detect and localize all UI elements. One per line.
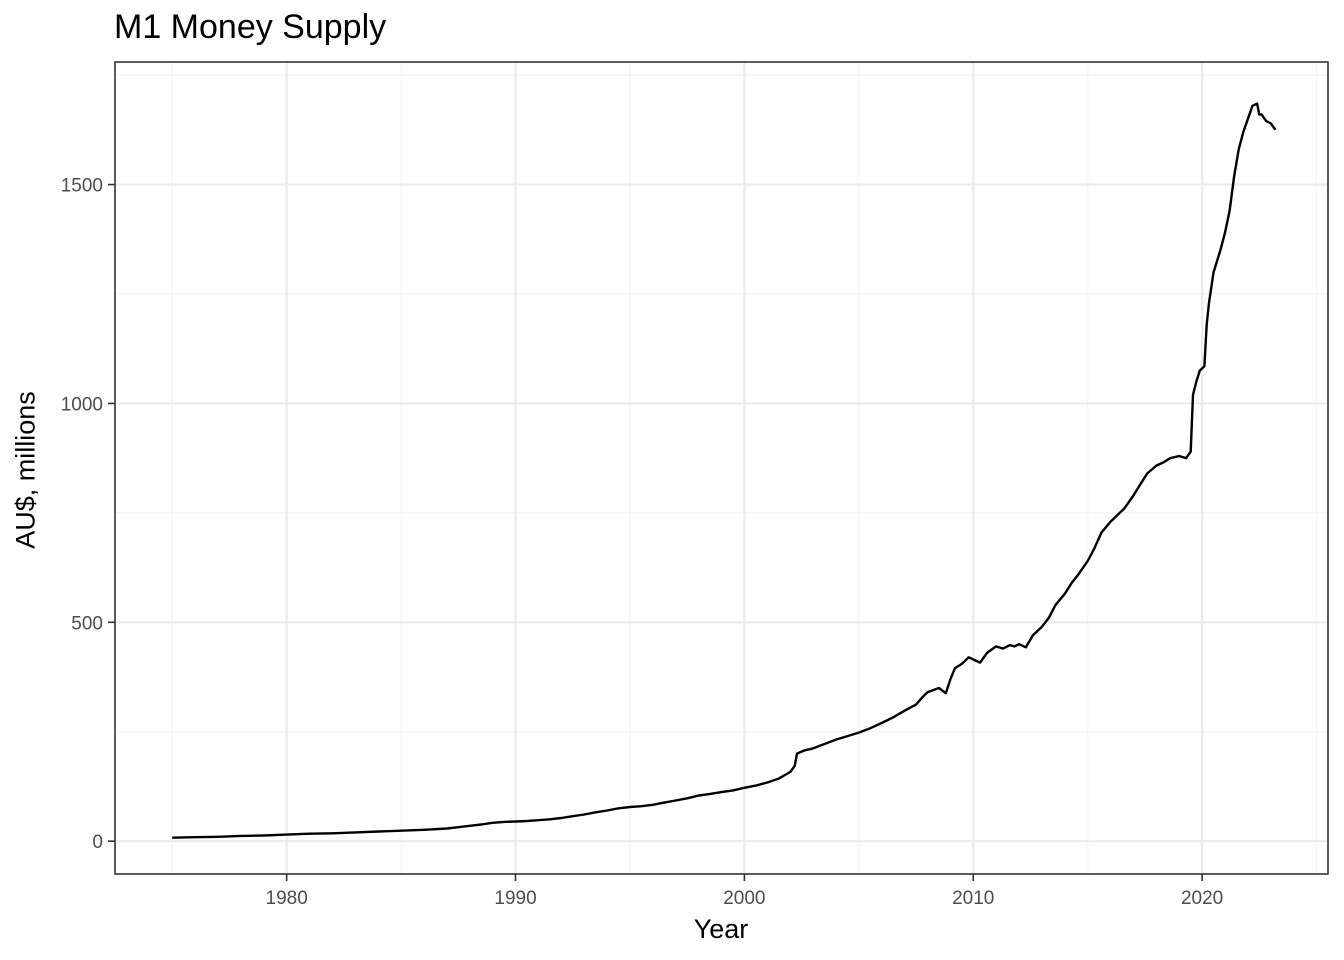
x-tick-label: 2020 xyxy=(1181,888,1223,909)
x-tick-label: 2010 xyxy=(952,888,994,909)
grid-lines xyxy=(115,62,1328,874)
panel-border xyxy=(114,61,1329,875)
y-tick-label: 1500 xyxy=(61,176,103,197)
series-layer xyxy=(172,102,1277,839)
y-tick-label: 1000 xyxy=(61,394,103,415)
axis-ticks: 1980 1990 2000 2010 2020 0 500 1000 1500 xyxy=(61,176,1224,909)
x-tick-label: 1990 xyxy=(494,888,536,909)
x-tick-label: 2000 xyxy=(723,888,765,909)
y-tick-label: 500 xyxy=(71,613,103,634)
x-tick-label: 1980 xyxy=(266,888,308,909)
series-line xyxy=(172,102,1277,839)
y-tick-label: 0 xyxy=(92,832,103,853)
x-axis-title: Year xyxy=(693,914,749,944)
chart-title: M1 Money Supply xyxy=(114,8,387,46)
